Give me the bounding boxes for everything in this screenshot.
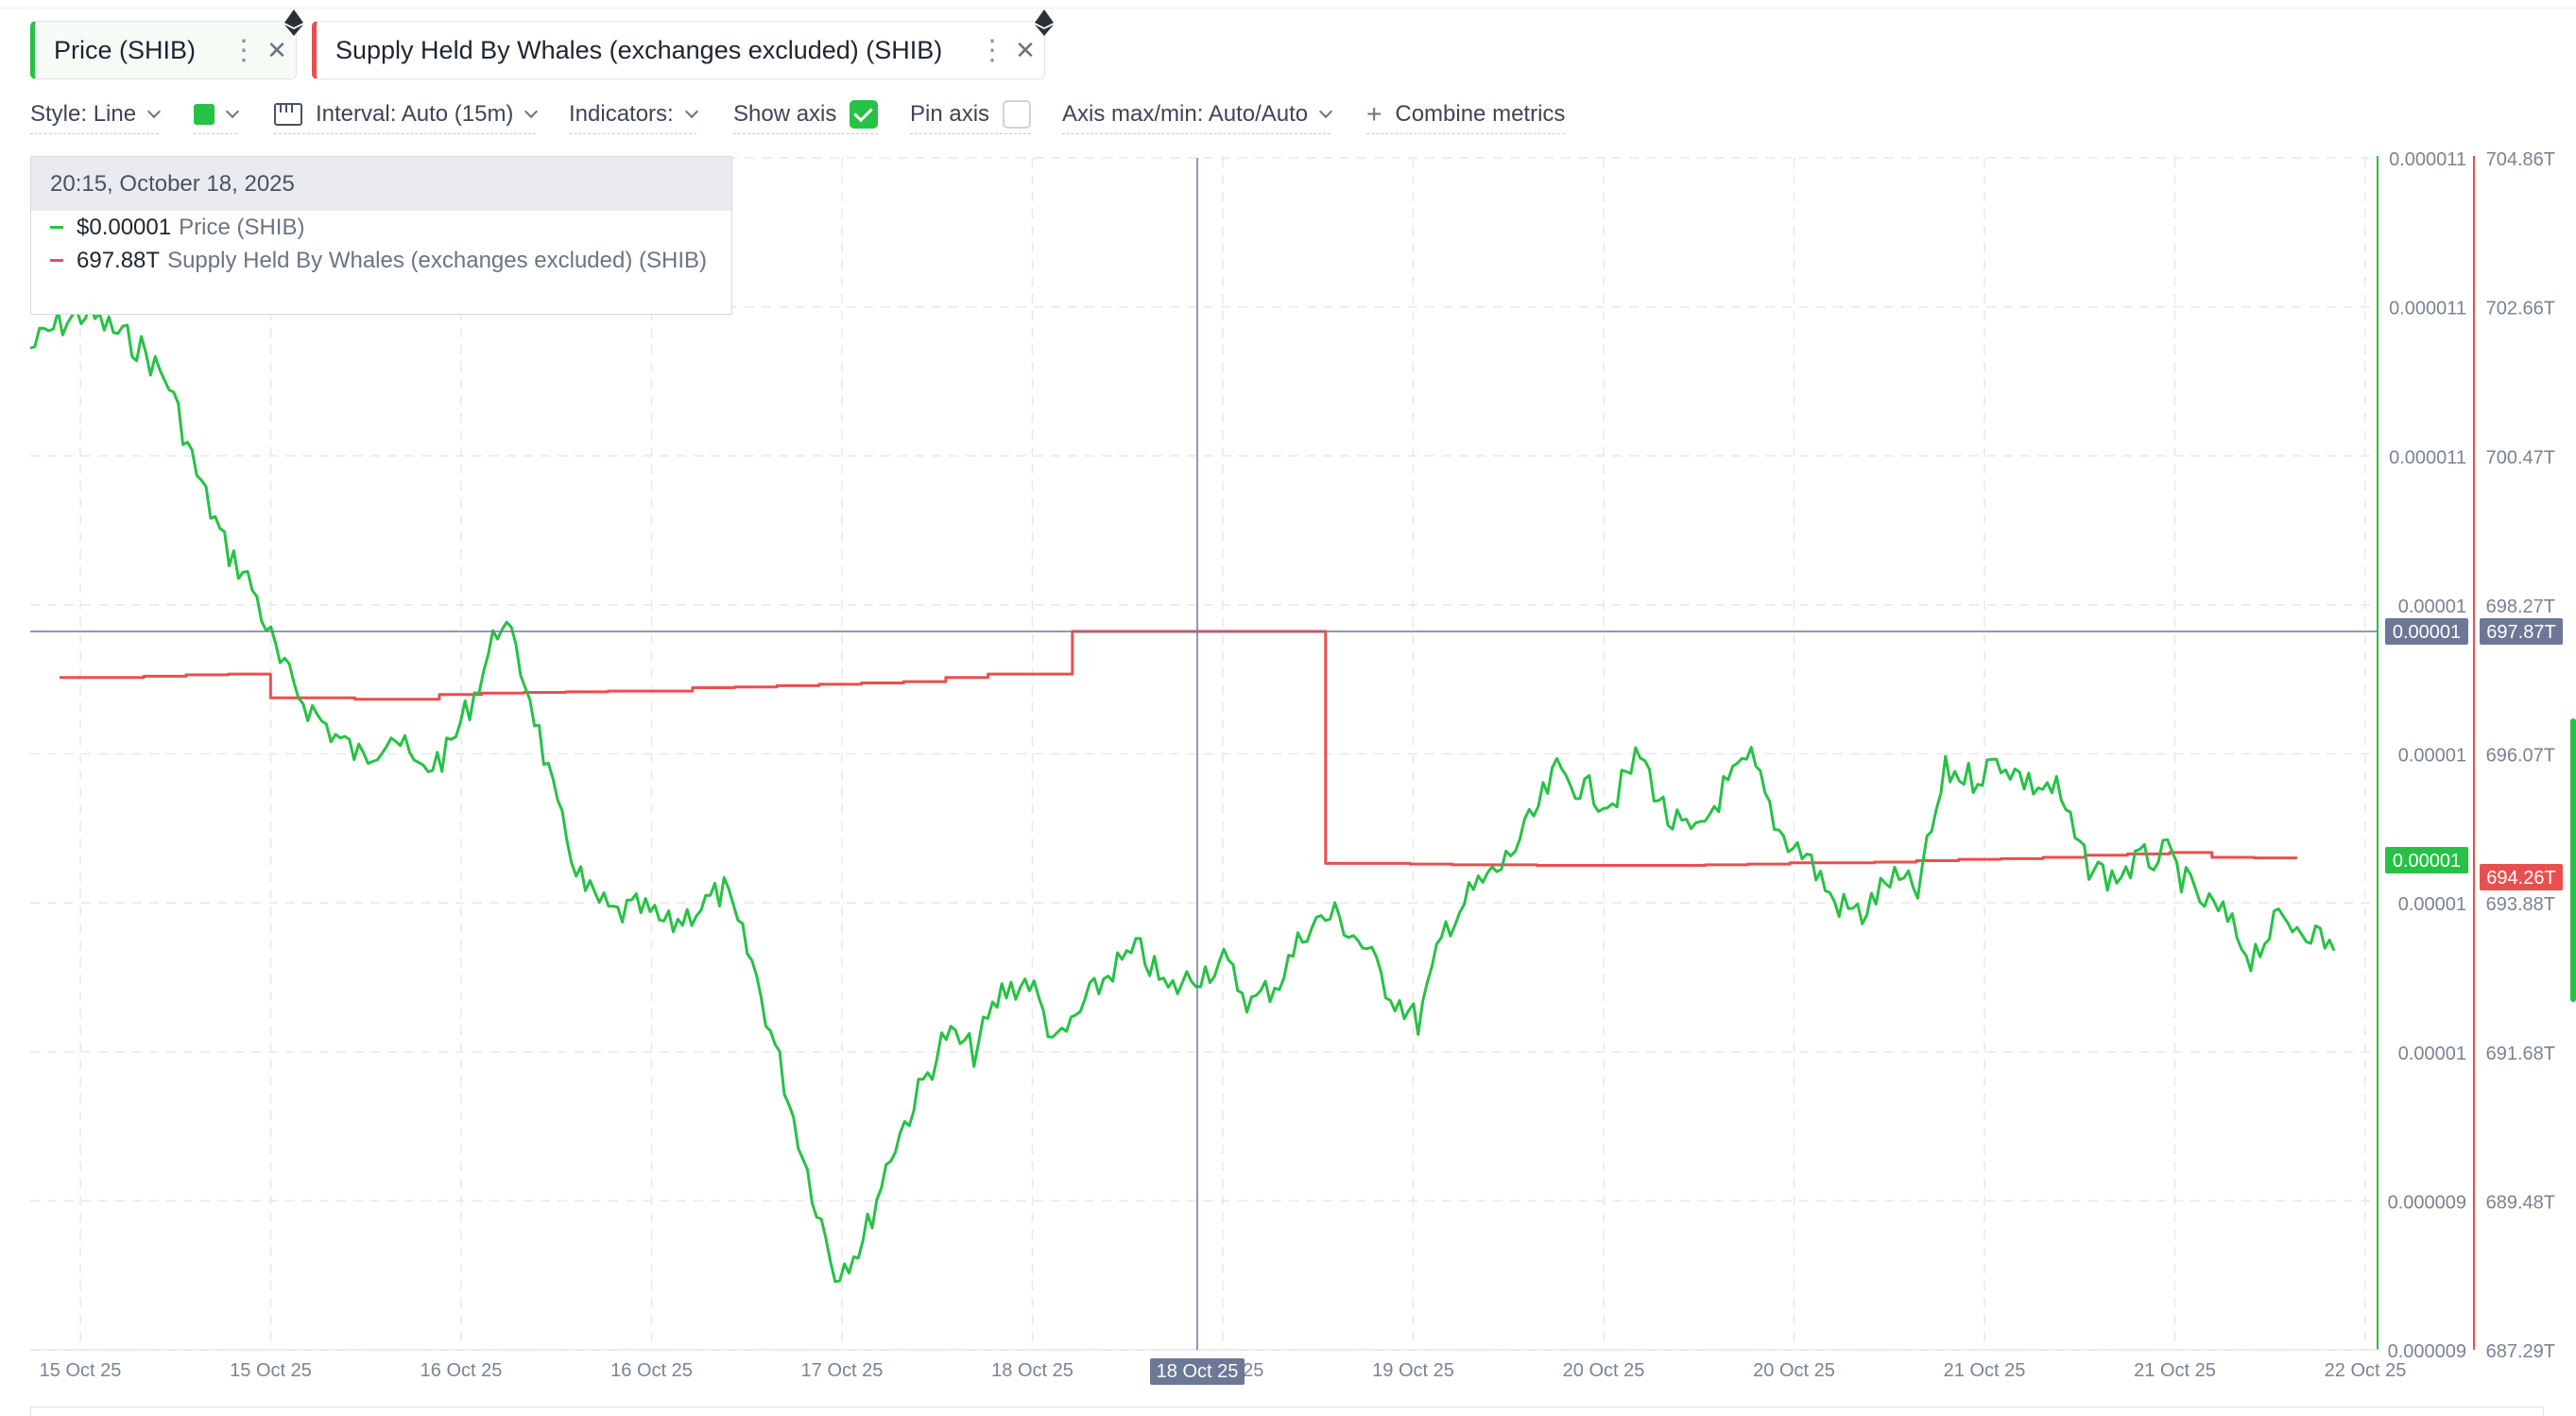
price-axis-tick: 0.000009	[2388, 1341, 2466, 1362]
tooltip-whale-value: 697.88T	[77, 247, 161, 273]
metric-chip-price[interactable]: Price (SHIB) ⋮ ✕	[30, 21, 297, 79]
x-axis-tick: 21 Oct 25	[1944, 1360, 2026, 1381]
metric-chip-label: Price (SHIB)	[54, 35, 197, 64]
color-picker[interactable]	[194, 98, 240, 134]
indicators-label: Indicators:	[569, 100, 674, 127]
legend-dash-icon	[50, 259, 63, 262]
metric-chip-whales[interactable]: Supply Held By Whales (exchanges exclude…	[312, 21, 1045, 79]
pin-axis-label: Pin axis	[910, 100, 990, 127]
tooltip-row-whales: 697.88T Supply Held By Whales (exchanges…	[31, 244, 731, 277]
current-price-badge	[2385, 847, 2468, 873]
chevron-down-icon	[524, 104, 539, 118]
legend-dash-icon	[50, 226, 63, 229]
indicators-dropdown[interactable]: Indicators:	[569, 98, 698, 134]
crosshair-price-label: 0.00001	[2393, 622, 2461, 643]
chevron-down-icon	[684, 104, 698, 118]
whale-axis-tick: 698.27T	[2486, 596, 2555, 617]
pin-axis-checkbox[interactable]	[1003, 99, 1032, 129]
chart-tooltip: 20:15, October 18, 2025 $0.00001 Price (…	[30, 156, 732, 315]
x-axis-tick: 15 Oct 25	[40, 1360, 122, 1381]
whale-axis-tick: 687.29T	[2486, 1341, 2555, 1362]
crosshair-whale-badge	[2480, 618, 2563, 645]
x-axis-tick: 15 Oct 25	[230, 1360, 312, 1381]
style-label: Style: Line	[30, 100, 137, 127]
crosshair-x-badge	[1150, 1358, 1245, 1385]
price-axis-tick: 0.00001	[2398, 894, 2466, 915]
whale-supply-line	[60, 630, 2298, 868]
x-axis-tick: 17 Oct 25	[801, 1360, 884, 1381]
whale-axis-tick: 704.86T	[2486, 149, 2555, 170]
chevron-down-icon	[1319, 104, 1333, 118]
x-axis-tick: 22 Oct 25	[2325, 1360, 2407, 1381]
price-axis-tick: 0.000011	[2389, 149, 2466, 170]
interval-dropdown[interactable]: Interval: Auto (15m)	[274, 98, 539, 134]
price-axis-tick: 0.000009	[2388, 1192, 2466, 1213]
show-axis-toggle[interactable]: Show axis	[733, 98, 879, 134]
x-axis-tick: 16 Oct 25	[610, 1360, 693, 1381]
axis-maxmin-dropdown[interactable]: Axis max/min: Auto/Auto	[1062, 98, 1333, 134]
price-axis-tick: 0.00001	[2398, 596, 2466, 617]
price-axis-tick: 0.000011	[2389, 447, 2466, 468]
current-whale-label: 694.26T	[2486, 868, 2555, 889]
whale-axis-tick: 702.66T	[2486, 299, 2555, 319]
price-axis-tick: 0.00001	[2398, 1044, 2466, 1064]
metric-chip-label: Supply Held By Whales (exchanges exclude…	[335, 35, 943, 64]
current-price-label: 0.00001	[2393, 851, 2461, 872]
x-axis-tick: 21 Oct 25	[2134, 1360, 2216, 1381]
whale-axis-tick: 696.07T	[2486, 746, 2555, 767]
price-axis-tick: 0.00001	[2398, 746, 2466, 767]
crosshair-price-badge	[2385, 618, 2468, 645]
close-icon[interactable]: ✕	[266, 35, 287, 64]
combine-metrics-label: Combine metrics	[1395, 100, 1566, 127]
current-whale-badge	[2480, 864, 2563, 890]
tooltip-row-price: $0.00001 Price (SHIB)	[31, 211, 731, 244]
price-axis-tick: 0.000011	[2389, 299, 2466, 319]
ethereum-icon	[1035, 9, 1054, 36]
timeline-navigator[interactable]	[30, 1407, 2544, 1416]
close-icon[interactable]: ✕	[1015, 35, 1036, 64]
color-swatch	[194, 103, 215, 125]
x-axis-tick: 19 Oct 25	[1372, 1360, 1454, 1381]
interval-label: Interval: Auto (15m)	[316, 100, 514, 127]
x-axis-tick: 16 Oct 25	[421, 1360, 503, 1381]
tooltip-whale-name: Supply Held By Whales (exchanges exclude…	[167, 247, 708, 273]
chevron-down-icon	[147, 104, 162, 118]
whale-axis-tick: 691.68T	[2486, 1044, 2555, 1064]
ruler-icon	[274, 102, 302, 126]
top-divider	[0, 8, 2576, 9]
axis-maxmin-label: Axis max/min: Auto/Auto	[1062, 100, 1309, 127]
show-axis-checkbox[interactable]	[850, 99, 879, 129]
whale-axis-tick: 700.47T	[2486, 447, 2555, 468]
whale-axis-tick: 689.48T	[2486, 1192, 2555, 1213]
pin-axis-toggle[interactable]: Pin axis	[910, 98, 1032, 134]
chart-area[interactable]: 0.000011 0.000011 0.000011 0.00001 0.00001 0.…	[0, 142, 2576, 1408]
scroll-handle[interactable]	[2570, 718, 2576, 1002]
x-axis-tick: 20 Oct 25	[1753, 1360, 1835, 1381]
crosshair-whale-label: 697.87T	[2486, 622, 2555, 643]
combine-metrics-button[interactable]: + Combine metrics	[1366, 98, 1566, 134]
show-axis-label: Show axis	[733, 100, 837, 127]
whale-axis-tick: 693.88T	[2486, 894, 2555, 915]
style-dropdown[interactable]: Style: Line	[30, 98, 162, 134]
crosshair-x-label: 18 Oct 25	[1157, 1361, 1239, 1382]
x-axis-tick: 20 Oct 25	[1563, 1360, 1645, 1381]
chevron-down-icon	[225, 104, 240, 118]
more-vertical-icon[interactable]: ⋮	[230, 34, 258, 66]
price-line	[29, 301, 2336, 1284]
x-axis-tick: 18 Oct 25	[991, 1360, 1073, 1381]
tooltip-price-name: Price (SHIB)	[179, 214, 305, 240]
more-vertical-icon[interactable]: ⋮	[978, 34, 1006, 66]
plus-icon: +	[1366, 98, 1382, 129]
ethereum-icon	[284, 9, 303, 36]
tooltip-price-value: $0.00001	[77, 214, 172, 240]
tooltip-time: 20:15, October 18, 2025	[31, 157, 731, 211]
